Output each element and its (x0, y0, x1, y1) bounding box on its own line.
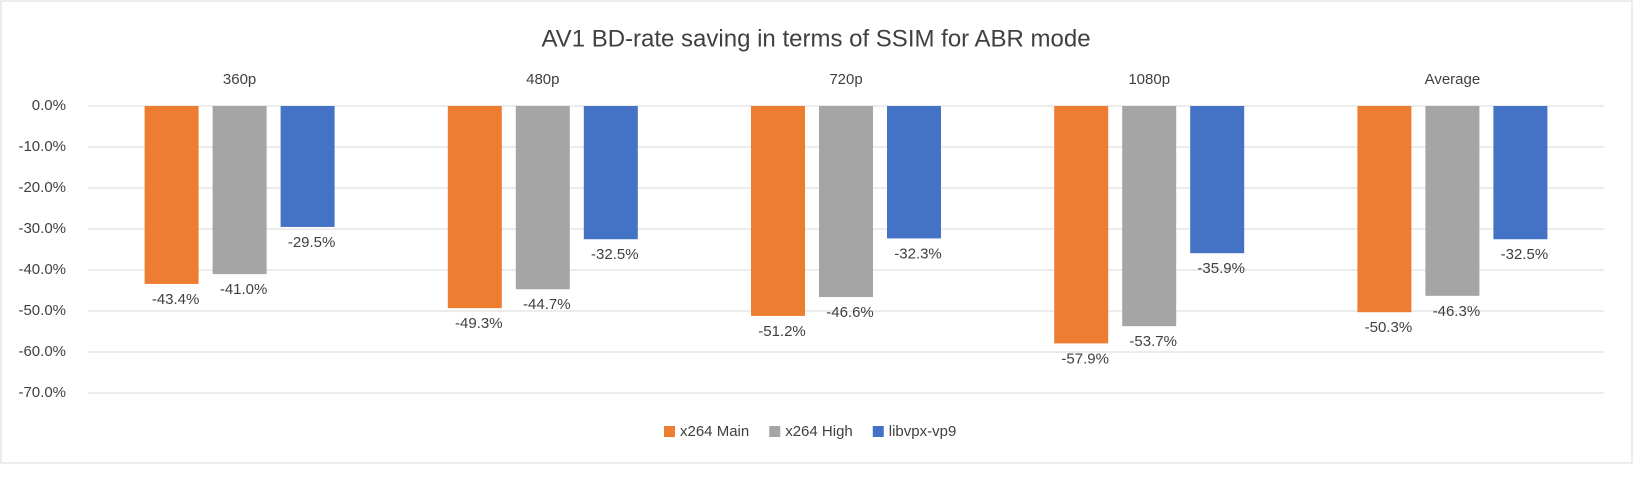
value-label: -43.4% (152, 291, 200, 308)
category-label: 1080p (1128, 71, 1170, 88)
category-label: Average (1425, 71, 1481, 88)
bar (280, 106, 335, 227)
y-tick-label: -40.0% (18, 261, 66, 278)
bar (751, 106, 805, 316)
chart-title: AV1 BD-rate saving in terms of SSIM for … (541, 25, 1090, 52)
value-label: -32.3% (894, 245, 942, 262)
y-tick-label: -60.0% (18, 343, 66, 360)
y-tick-label: -70.0% (18, 384, 66, 401)
value-label: -35.9% (1197, 260, 1245, 277)
y-tick-label: -20.0% (18, 179, 66, 196)
value-label: -29.5% (288, 234, 336, 251)
legend-swatch (769, 426, 781, 437)
category-label: 720p (829, 71, 862, 88)
category-label: 480p (526, 71, 559, 88)
value-label: -41.0% (220, 281, 268, 298)
value-label: -53.7% (1129, 333, 1177, 350)
bar (144, 106, 199, 284)
bar (1122, 106, 1177, 327)
value-label: -32.5% (1501, 246, 1549, 263)
value-label: -46.6% (826, 304, 874, 321)
bar (1357, 106, 1412, 313)
value-label: -46.3% (1433, 303, 1481, 320)
value-label: -51.2% (758, 323, 806, 340)
bar (212, 106, 267, 275)
bar (819, 106, 873, 298)
bar (1190, 106, 1245, 254)
y-tick-label: -50.0% (18, 302, 66, 319)
legend-label: x264 Main (680, 423, 749, 440)
y-tick-label: -30.0% (18, 220, 66, 237)
legend-swatch (664, 426, 675, 437)
value-label: -32.5% (591, 246, 639, 263)
bar (1425, 106, 1480, 296)
bar (583, 106, 638, 240)
category-label: 360p (223, 71, 256, 88)
bar (515, 106, 570, 290)
bar (887, 106, 941, 239)
bar (447, 106, 502, 309)
y-tick-label: 0.0% (32, 97, 66, 114)
legend-label: x264 High (785, 423, 853, 440)
value-label: -50.3% (1365, 319, 1413, 336)
value-label: -49.3% (455, 315, 503, 332)
legend-swatch (872, 426, 884, 437)
value-label: -57.9% (1061, 350, 1109, 367)
value-label: -44.7% (523, 296, 571, 313)
y-tick-label: -10.0% (18, 138, 66, 155)
bar (1493, 106, 1548, 240)
bar (1054, 106, 1109, 344)
legend-label: libvpx-vp9 (889, 423, 957, 440)
